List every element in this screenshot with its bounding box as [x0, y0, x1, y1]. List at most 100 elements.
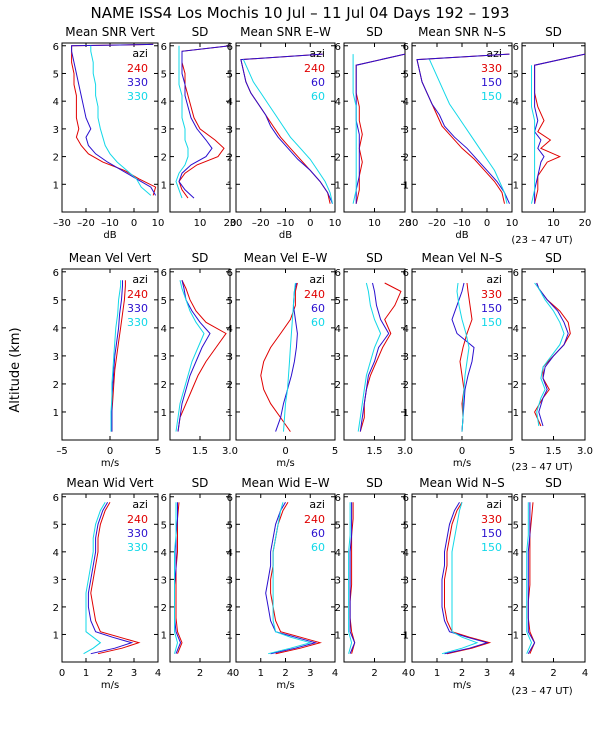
x-axis-label: dB	[279, 230, 292, 241]
y-tick-label: 5	[227, 69, 233, 80]
legend-entry: 150	[481, 527, 502, 540]
y-tick-label: 2	[403, 603, 409, 614]
y-tick-label: 2	[227, 153, 233, 164]
y-tick-label: 5	[227, 296, 233, 307]
x-tick-label: 20	[399, 218, 412, 229]
x-tick-label: 20	[224, 218, 237, 229]
panel-title: Mean SNR Vert	[65, 25, 155, 39]
y-tick-label: 5	[161, 520, 167, 531]
legend-entry: 330	[127, 541, 148, 554]
y-tick-label: 3	[403, 352, 409, 363]
y-tick-label: 6	[53, 268, 59, 279]
y-tick-label: 1	[161, 180, 167, 191]
legend-entry: 150	[481, 90, 502, 103]
figure-title: NAME ISS4 Los Mochis 10 Jul – 11 Jul 04 …	[91, 4, 510, 22]
panel-15: 1 2 3 4 5 6 2 4 SD	[335, 476, 409, 679]
x-tick-label: 0	[233, 668, 239, 679]
y-tick-label: 1	[335, 408, 341, 419]
panel-frame	[169, 493, 231, 663]
series-line	[87, 502, 134, 655]
y-tick-label: 5	[513, 520, 519, 531]
y-tick-label: 3	[513, 575, 519, 586]
y-tick-label: 5	[513, 296, 519, 307]
x-tick-label: 2	[550, 668, 556, 679]
legend-title: azi	[309, 273, 325, 286]
legend-title: azi	[132, 498, 148, 511]
y-tick-label: 5	[513, 69, 519, 80]
x-tick-label: 10	[547, 218, 560, 229]
legend-entry: 330	[481, 513, 502, 526]
legend-entry: 60	[311, 541, 325, 554]
y-tick-label: 1	[513, 180, 519, 191]
y-tick-label: 6	[227, 493, 233, 504]
y-tick-label: 1	[403, 630, 409, 641]
legend-entry: 150	[481, 316, 502, 329]
y-tick-label: 6	[335, 493, 341, 504]
series-line	[536, 282, 569, 427]
y-tick-label: 3	[335, 352, 341, 363]
y-tick-label: 6	[335, 42, 341, 53]
y-tick-label: 3	[53, 352, 59, 363]
y-tick-label: 6	[53, 42, 59, 53]
y-tick-label: 3	[335, 575, 341, 586]
series-line	[441, 502, 479, 655]
y-tick-label: 1	[53, 630, 59, 641]
x-tick-label: 1.5	[546, 446, 562, 457]
y-tick-label: 3	[53, 575, 59, 586]
y-tick-label: 3	[335, 125, 341, 136]
y-tick-label: 2	[161, 380, 167, 391]
x-tick-label: 1.5	[192, 446, 208, 457]
y-tick-label: 2	[513, 153, 519, 164]
y-tick-label: 5	[403, 69, 409, 80]
x-tick-label: 4	[582, 668, 588, 679]
x-tick-label: 1	[434, 668, 440, 679]
legend-entry: 240	[304, 288, 325, 301]
x-tick-label: –20	[252, 218, 270, 229]
legend-entry: 150	[481, 302, 502, 315]
series-line	[416, 53, 510, 204]
y-tick-label: 4	[53, 97, 59, 108]
x-tick-label: 2	[459, 668, 465, 679]
y-tick-label: 3	[513, 352, 519, 363]
x-tick-label: 3	[307, 668, 313, 679]
series-line	[527, 502, 536, 654]
x-tick-label: 4	[402, 668, 408, 679]
x-tick-label: 30	[230, 218, 243, 229]
panel-7: 1 2 3 4 5 6 1.5 3.0 SD	[161, 251, 238, 457]
y-tick-label: 2	[513, 603, 519, 614]
x-tick-label: –10	[101, 218, 119, 229]
x-axis-label: m/s	[453, 458, 471, 469]
series-line	[349, 502, 356, 654]
y-tick-label: 6	[403, 268, 409, 279]
y-tick-label: 6	[227, 42, 233, 53]
legend-entry: 60	[311, 76, 325, 89]
x-tick-label: 5	[332, 446, 338, 457]
panel-9: 1 2 3 4 5 6 1.5 3.0 SD	[335, 251, 413, 457]
y-tick-label: 1	[513, 630, 519, 641]
y-tick-label: 1	[53, 408, 59, 419]
panel-title: SD	[192, 251, 209, 265]
y-tick-label: 2	[161, 603, 167, 614]
series-line	[175, 45, 189, 199]
y-tick-label: 3	[403, 125, 409, 136]
x-tick-label: 2	[371, 668, 377, 679]
series-line	[349, 502, 356, 654]
y-tick-label: 6	[513, 268, 519, 279]
y-tick-label: 4	[227, 97, 233, 108]
x-tick-label: 20	[579, 218, 592, 229]
series-line	[242, 59, 333, 204]
x-tick-label: 4	[227, 668, 233, 679]
series-line	[90, 502, 141, 655]
x-tick-label: –20	[428, 218, 446, 229]
legend-entry: 240	[127, 288, 148, 301]
series-line	[71, 43, 157, 196]
x-tick-label: –5	[56, 446, 67, 457]
y-tick-label: 4	[227, 324, 233, 335]
y-tick-label: 6	[53, 493, 59, 504]
y-tick-label: 2	[335, 153, 341, 164]
